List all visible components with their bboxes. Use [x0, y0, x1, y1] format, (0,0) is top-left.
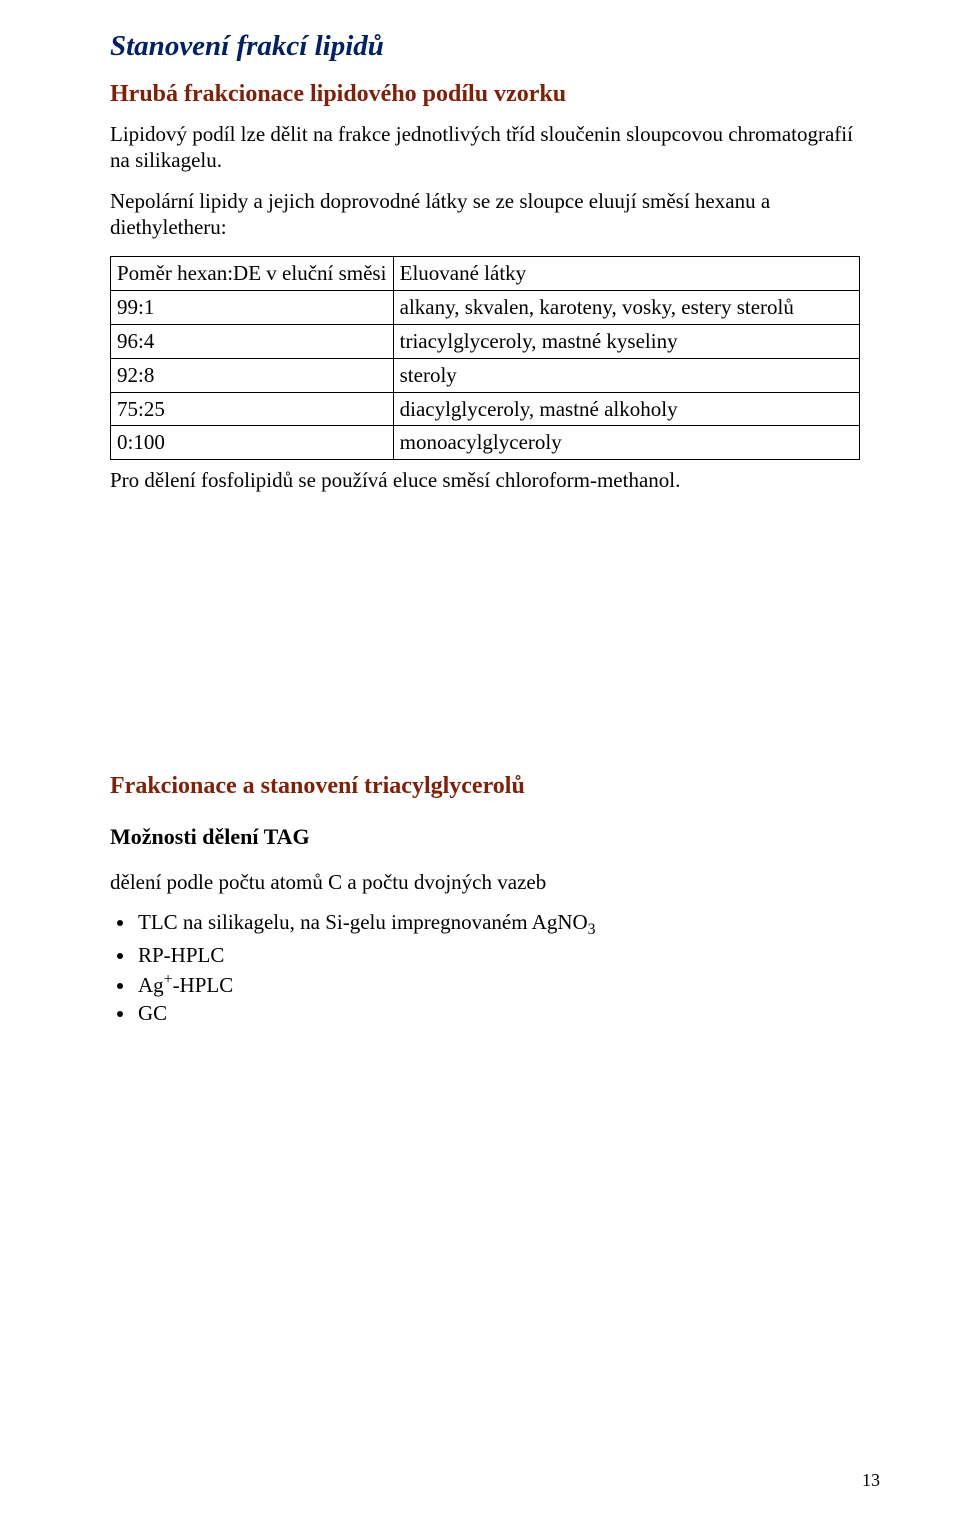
table-header-row: Poměr hexan:DE v eluční směsi Eluované l…	[111, 257, 860, 291]
table-cell-ratio: 0:100	[111, 426, 394, 460]
table-cell-ratio: 96:4	[111, 324, 394, 358]
table-cell-eluate: triacylglyceroly, mastné kyseliny	[393, 324, 859, 358]
table-cell-eluate: alkany, skvalen, karoteny, vosky, estery…	[393, 291, 859, 325]
table-row: 0:100 monoacylglyceroly	[111, 426, 860, 460]
elution-table: Poměr hexan:DE v eluční směsi Eluované l…	[110, 256, 860, 460]
spacer	[110, 493, 860, 773]
list-item: GC	[136, 1000, 860, 1026]
paragraph-1: Lipidový podíl lze dělit na frakce jedno…	[110, 122, 860, 173]
paragraph-3: dělení podle počtu atomů C a počtu dvojn…	[110, 870, 860, 895]
list-item: TLC na silikagelu, na Si-gelu impregnova…	[136, 909, 860, 940]
table-cell-eluate: diacylglyceroly, mastné alkoholy	[393, 392, 859, 426]
table-row: 99:1 alkany, skvalen, karoteny, vosky, e…	[111, 291, 860, 325]
section2-heading: Frakcionace a stanovení triacylglycerolů	[110, 773, 860, 800]
post-table-note: Pro dělení fosfolipidů se používá eluce …	[110, 468, 860, 493]
paragraph-2: Nepolární lipidy a jejich doprovodné lát…	[110, 189, 860, 240]
page-number: 13	[862, 1470, 880, 1491]
table-cell-ratio: 75:25	[111, 392, 394, 426]
table-row: 96:4 triacylglyceroly, mastné kyseliny	[111, 324, 860, 358]
table-row: 75:25 diacylglyceroly, mastné alkoholy	[111, 392, 860, 426]
table-cell-ratio: 99:1	[111, 291, 394, 325]
page-title: Stanovení frakcí lipidů	[110, 30, 860, 63]
section1-heading: Hrubá frakcionace lipidového podílu vzor…	[110, 81, 860, 108]
table-cell-ratio: 92:8	[111, 358, 394, 392]
list-item: RP-HPLC	[136, 942, 860, 968]
table-header-right: Eluované látky	[393, 257, 859, 291]
table-header-left: Poměr hexan:DE v eluční směsi	[111, 257, 394, 291]
table-cell-eluate: steroly	[393, 358, 859, 392]
table-cell-eluate: monoacylglyceroly	[393, 426, 859, 460]
list-item: Ag+-HPLC	[136, 970, 860, 998]
methods-list: TLC na silikagelu, na Si-gelu impregnova…	[110, 909, 860, 1027]
table-row: 92:8 steroly	[111, 358, 860, 392]
section3-heading: Možnosti dělení TAG	[110, 824, 860, 850]
